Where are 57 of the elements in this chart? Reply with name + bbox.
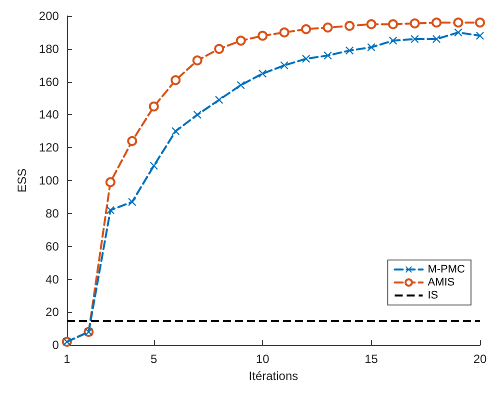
point [476, 32, 484, 40]
point [148, 102, 159, 112]
point [236, 81, 245, 90]
y-tick-label: 140 [38, 108, 60, 122]
point [453, 18, 464, 28]
point [454, 28, 462, 36]
y-tick-label: 100 [38, 174, 60, 188]
y-tick-label: 40 [46, 272, 60, 286]
point [280, 61, 288, 70]
y-tick-label: 80 [46, 206, 60, 220]
y-axis-title: ESS [15, 168, 29, 193]
y-tick-label: 0 [52, 338, 60, 352]
y-tick-label: 160 [38, 74, 60, 89]
point [279, 27, 290, 38]
point [388, 19, 398, 30]
x-tick-label: 1 [64, 352, 71, 366]
point [344, 20, 355, 31]
point [258, 30, 268, 41]
point [322, 22, 333, 33]
point [214, 44, 224, 54]
point [324, 51, 332, 60]
point [301, 24, 312, 34]
point [236, 36, 246, 46]
point [150, 162, 158, 170]
point [475, 18, 485, 28]
point [105, 177, 116, 188]
legend-label: AMIS [428, 276, 455, 288]
x-tick-label: 20 [473, 352, 487, 366]
x-tick-label: 10 [256, 352, 270, 366]
y-tick-label: 120 [38, 140, 60, 155]
point [432, 18, 442, 28]
point [410, 18, 420, 28]
point [106, 206, 114, 214]
point [193, 110, 202, 119]
point [258, 70, 267, 78]
point [389, 36, 398, 45]
point [170, 75, 181, 86]
legend-label: M-PMC [428, 264, 466, 276]
y-tick-label: 200 [38, 9, 60, 23]
y-tick-label: 60 [46, 239, 60, 254]
point [367, 43, 376, 52]
point [172, 127, 180, 136]
legend-label: IS [428, 290, 438, 302]
point [432, 35, 441, 44]
point [215, 96, 224, 104]
point [410, 35, 419, 44]
y-tick-label: 20 [46, 305, 60, 320]
y-tick-label: 180 [38, 42, 60, 56]
point [128, 198, 136, 206]
x-axis-title: Itérations [248, 369, 298, 383]
point [366, 19, 376, 30]
point [127, 136, 138, 146]
point [302, 54, 310, 63]
point [192, 55, 202, 66]
point [346, 46, 354, 55]
x-tick-label: 5 [150, 352, 158, 366]
x-tick-label: 15 [364, 352, 378, 366]
